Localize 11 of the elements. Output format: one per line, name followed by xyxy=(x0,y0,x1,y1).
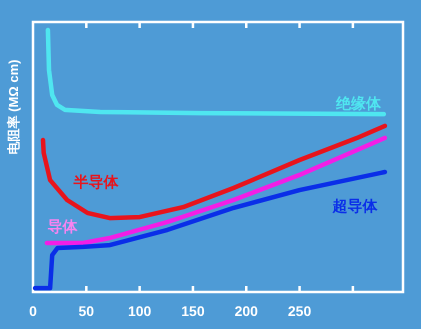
x-tick-label: 150 xyxy=(181,303,205,319)
series-label: 导体 xyxy=(48,218,79,236)
x-tick-label: 250 xyxy=(288,303,312,319)
x-tick-label: 0 xyxy=(29,303,38,319)
x-tick-label: 100 xyxy=(128,303,152,319)
x-tick-label: 50 xyxy=(78,303,94,319)
y-axis-title: 电阻率 (MΩ cm) xyxy=(6,60,21,154)
x-tick-label: 200 xyxy=(234,303,258,319)
series-label: 半导体 xyxy=(72,174,120,192)
series-label: 绝缘体 xyxy=(335,96,382,113)
series-label: 超导体 xyxy=(331,198,378,215)
